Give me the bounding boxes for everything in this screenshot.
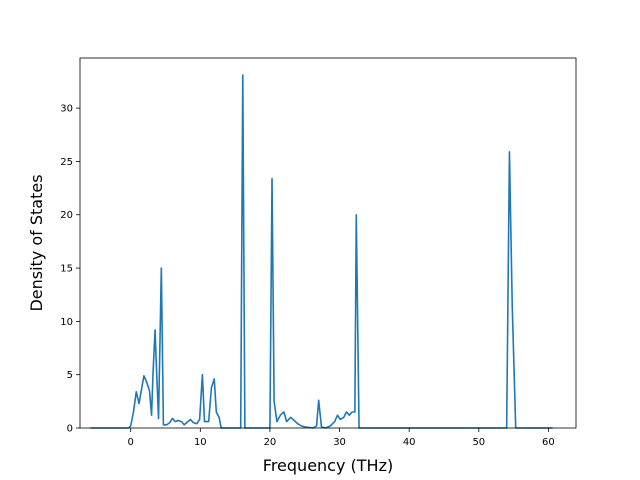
x-tick-label: 0	[127, 437, 133, 448]
y-tick-label: 10	[60, 317, 73, 328]
x-tick-label: 30	[333, 437, 346, 448]
x-tick-label: 40	[403, 437, 416, 448]
y-tick-label: 20	[60, 210, 73, 221]
plot-frame	[79, 57, 577, 429]
y-tick-label: 5	[67, 370, 73, 381]
plot-area-background	[80, 58, 576, 428]
y-axis-ticks: 0 5 10 15 20 25 30	[60, 104, 80, 435]
x-axis-label: Frequency (THz)	[263, 456, 393, 475]
y-axis-label: Density of States	[27, 174, 46, 311]
y-tick-label: 25	[60, 157, 73, 168]
x-axis-ticks: 0 10 20 30 40 50 60	[127, 428, 555, 448]
x-tick-label: 10	[194, 437, 207, 448]
x-tick-label: 60	[542, 437, 555, 448]
y-tick-label: 0	[67, 424, 73, 435]
x-tick-label: 50	[472, 437, 485, 448]
y-tick-label: 15	[60, 264, 73, 275]
y-tick-label: 30	[60, 104, 73, 115]
x-tick-label: 20	[264, 437, 277, 448]
